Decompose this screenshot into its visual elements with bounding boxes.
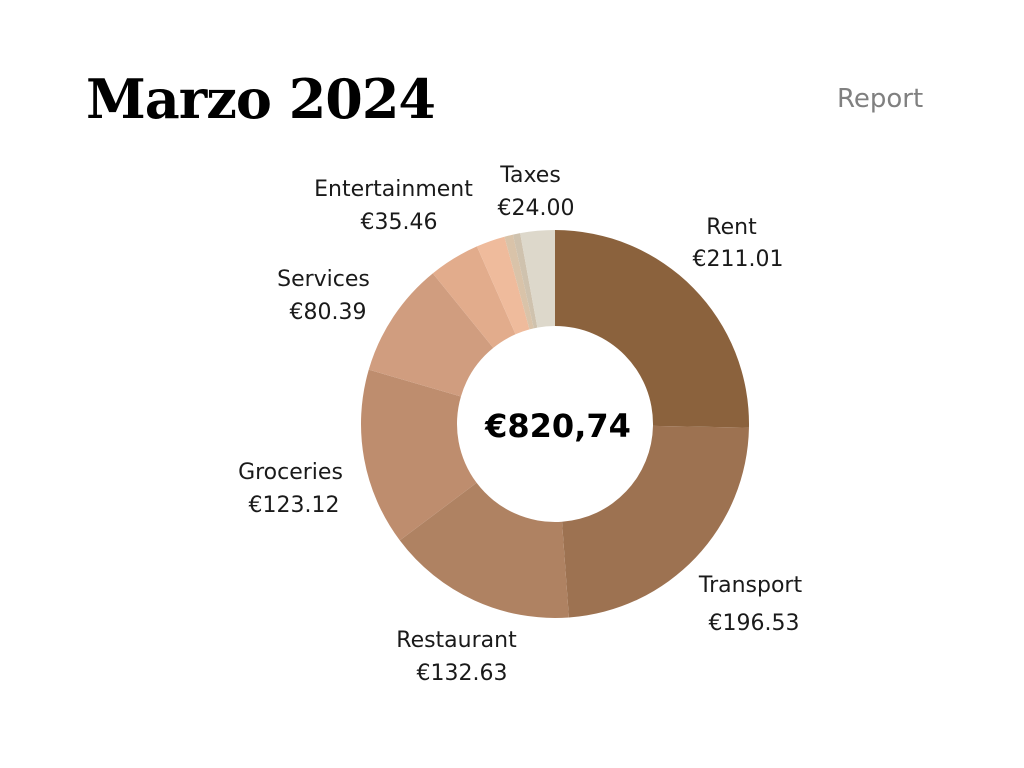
slice-other-2 bbox=[504, 234, 534, 330]
label-restaurant: Restaurant €132.63 bbox=[396, 628, 523, 686]
slice-restaurant bbox=[399, 482, 569, 618]
slice-taxes bbox=[520, 230, 555, 328]
label-groceries: Groceries €123.12 bbox=[238, 460, 350, 518]
label-taxes: Taxes €24.00 bbox=[498, 163, 575, 221]
slice-other-1 bbox=[476, 236, 530, 335]
label-entertainment: Entertainment €35.46 bbox=[314, 177, 480, 235]
label-services: Services €80.39 bbox=[277, 267, 377, 325]
slice-other-3 bbox=[512, 233, 538, 329]
report-link[interactable]: Report bbox=[837, 84, 924, 114]
slice-rent bbox=[555, 230, 750, 428]
slice-services bbox=[368, 273, 494, 397]
label-rent: Rent €211.01 bbox=[693, 215, 784, 272]
slice-transport bbox=[562, 425, 749, 618]
slice-labels: Rent €211.01 Transport €196.53 Restauran… bbox=[238, 163, 809, 686]
page-title: Marzo 2024 bbox=[86, 67, 436, 131]
slice-entertainment bbox=[432, 246, 516, 348]
total-amount: €820,74 bbox=[484, 407, 631, 445]
donut-slices bbox=[360, 230, 750, 618]
label-transport: Transport €196.53 bbox=[698, 573, 809, 636]
slice-groceries bbox=[360, 369, 477, 541]
